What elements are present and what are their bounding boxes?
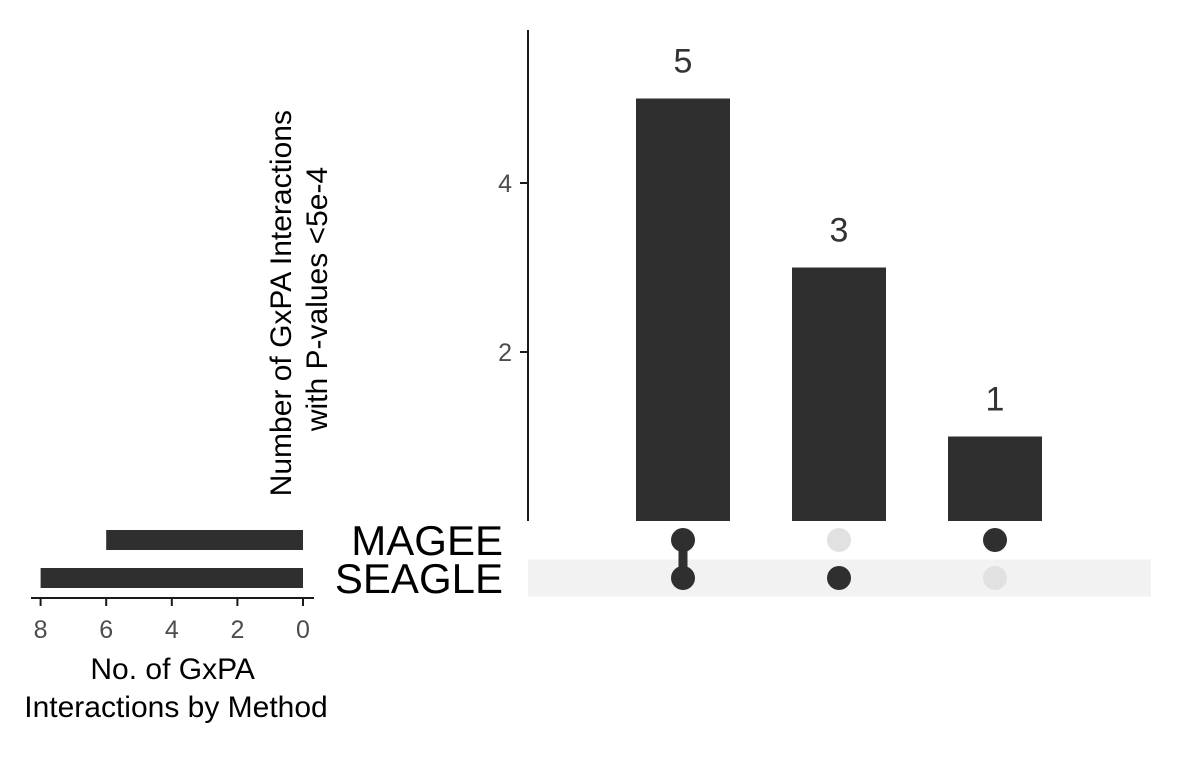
- matrix-dot-inactive: [983, 566, 1007, 590]
- set-size-bar-seagle: [40, 568, 303, 588]
- y-axis-title: Number of GxPA Interactions with P-value…: [265, 102, 334, 497]
- matrix-dot-active: [983, 528, 1007, 552]
- intersection-bar-label: 5: [674, 43, 693, 81]
- set-size-tick-label: 0: [296, 616, 310, 644]
- set-size-bar-magee: [106, 530, 303, 550]
- matrix-dot-active: [827, 566, 851, 590]
- set-name-magee: MAGEE: [351, 517, 503, 564]
- set-size-x-axis-title: No. of GxPA Interactions by Method: [24, 653, 328, 724]
- intersection-bars: [636, 98, 1042, 521]
- matrix-dot-active: [671, 566, 695, 590]
- set-size-tick-label: 4: [165, 616, 179, 644]
- y-tick-label: 2: [498, 339, 512, 367]
- intersection-bar: [636, 98, 730, 521]
- intersection-y-axis: 24: [498, 30, 529, 521]
- intersection-bar: [792, 267, 886, 521]
- set-name-seagle: SEAGLE: [335, 555, 503, 602]
- set-size-bars: [40, 530, 303, 588]
- y-axis-title-line-2: with P-values <5e-4: [301, 167, 334, 432]
- matrix-dot-active: [671, 528, 695, 552]
- set-size-x-axis: 8 6 4 2 0: [31, 597, 314, 644]
- intersection-bar-label: 3: [830, 212, 849, 250]
- intersection-bar: [948, 436, 1042, 521]
- intersection-matrix: [671, 528, 1007, 590]
- intersection-bar-label: 1: [986, 381, 1005, 419]
- set-size-x-axis-title-line-1: No. of GxPA: [90, 653, 254, 686]
- matrix-dot-inactive: [827, 528, 851, 552]
- set-size-tick-label: 6: [99, 616, 113, 644]
- y-axis-title-line-1: Number of GxPA Interactions: [265, 110, 298, 496]
- set-size-tick-label: 2: [230, 616, 244, 644]
- intersection-bar-labels: 5 3 1: [674, 43, 1005, 419]
- y-tick-label: 4: [498, 170, 512, 198]
- set-size-x-axis-title-line-2: Interactions by Method: [24, 691, 328, 724]
- set-size-tick-label: 8: [34, 616, 48, 644]
